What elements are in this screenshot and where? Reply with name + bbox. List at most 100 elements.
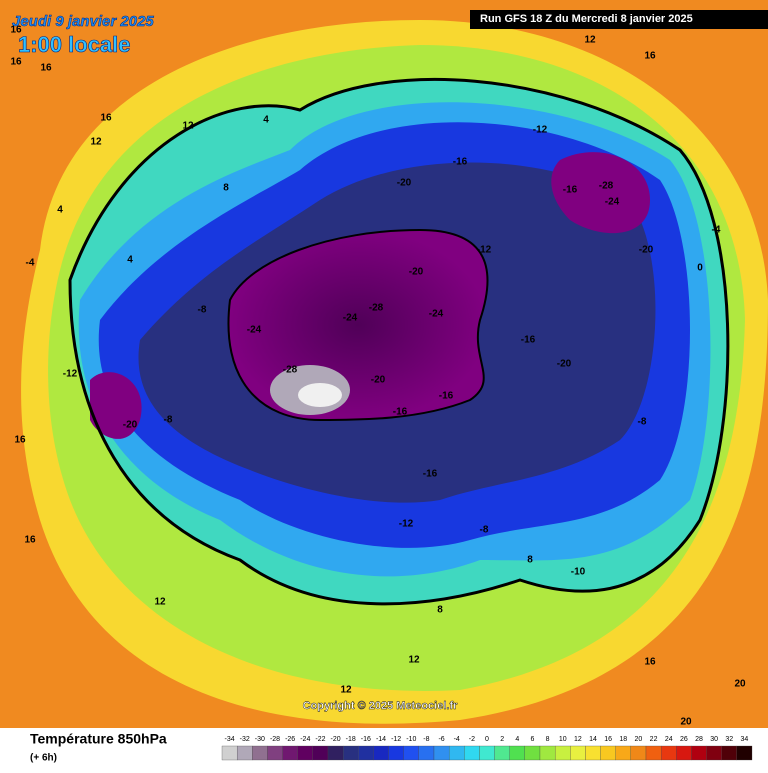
scale-label: 32 <box>725 736 733 743</box>
scale-swatch <box>448 745 465 761</box>
copyright: Copyright © 2025 Meteociel.fr <box>303 700 459 712</box>
scale-label: -10 <box>406 736 416 743</box>
contour-label: 20 <box>680 717 692 728</box>
scale-label: -26 <box>285 736 295 743</box>
contour-label: -24 <box>343 313 358 324</box>
scale-swatch <box>479 745 495 761</box>
contour-label: -16 <box>439 391 454 402</box>
contour-label: 12 <box>90 137 102 148</box>
contour-label: 4 <box>263 115 269 126</box>
scale-swatch <box>433 745 450 761</box>
contour-label: 8 <box>527 555 533 566</box>
scale-swatch <box>373 745 389 761</box>
scale-label: -28 <box>270 736 280 743</box>
scale-swatch <box>327 745 344 761</box>
forecast-date: Jeudi 9 janvier 2025 <box>12 13 154 30</box>
scale-label: -32 <box>240 736 250 743</box>
scale-swatch <box>630 745 647 761</box>
contour-label: 16 <box>14 435 26 446</box>
contour-label: -8 <box>638 417 647 428</box>
contour-label: -28 <box>599 181 614 192</box>
contour-label: -20 <box>409 267 424 278</box>
contour-label: 16 <box>644 657 656 668</box>
contour-label: -16 <box>563 185 578 196</box>
run-box <box>470 10 768 29</box>
contour-label: 16 <box>24 535 36 546</box>
contour-label: -20 <box>557 359 572 370</box>
scale-swatch <box>221 745 238 761</box>
scale-label: 4 <box>515 736 519 743</box>
contour-label: -24 <box>605 197 620 208</box>
scale-swatch <box>494 745 510 761</box>
contour-label: -16 <box>423 469 438 480</box>
contour-label: -20 <box>639 245 654 256</box>
contour-label: 8 <box>223 183 229 194</box>
scale-swatch <box>312 745 329 761</box>
scale-swatch <box>252 745 268 761</box>
contour-label: 12 <box>154 597 166 608</box>
contour-label: -12 <box>63 369 78 380</box>
scale-label: -22 <box>315 736 325 743</box>
scale-swatch <box>267 745 283 761</box>
contour-label: 12 <box>340 685 352 696</box>
scale-label: 8 <box>546 736 550 743</box>
contour-label: -28 <box>369 303 384 314</box>
scale-swatch <box>736 745 753 761</box>
scale-label: 22 <box>650 736 658 743</box>
scale-label: -2 <box>469 736 475 743</box>
scale-label: -8 <box>423 736 429 743</box>
scale-label: -34 <box>225 736 235 743</box>
scale-label: 14 <box>589 736 597 743</box>
scale-swatch <box>645 745 662 761</box>
contour-label: -20 <box>397 178 412 189</box>
contour-label: 16 <box>10 25 22 36</box>
scale-label: 6 <box>530 736 534 743</box>
contour-label: 4 <box>57 205 63 216</box>
contour-label: -28 <box>283 365 298 376</box>
scale-label: 30 <box>710 736 718 743</box>
contour-label: -8 <box>480 525 489 536</box>
contour-label: -16 <box>521 335 536 346</box>
contour-label: 16 <box>40 63 52 74</box>
scale-label: 20 <box>635 736 643 743</box>
scale-swatch <box>585 745 601 761</box>
scale-label: 2 <box>500 736 504 743</box>
scale-swatch <box>236 745 253 761</box>
contour-label: 4 <box>127 255 133 266</box>
scale-label: 16 <box>604 736 612 743</box>
scale-swatch <box>676 745 692 761</box>
contour-label: 16 <box>644 51 656 62</box>
scale-swatch <box>615 745 632 761</box>
contour-label: -8 <box>164 415 173 426</box>
legend-subtitle: (+ 6h) <box>30 753 57 764</box>
forecast-time: 1:00 locale <box>18 32 131 57</box>
scale-swatch <box>282 745 298 761</box>
scale-swatch <box>539 745 556 761</box>
scale-label: 26 <box>680 736 688 743</box>
scale-swatch <box>509 745 526 761</box>
contour-label: -4 <box>712 225 721 236</box>
scale-label: 28 <box>695 736 703 743</box>
scale-label: 18 <box>619 736 627 743</box>
scale-swatch <box>464 745 480 761</box>
scale-swatch <box>418 745 435 761</box>
scale-label: -4 <box>454 736 460 743</box>
contour-label: 16 <box>100 113 112 124</box>
legend-title: Température 850hPa <box>30 731 167 747</box>
scale-label: -30 <box>255 736 265 743</box>
run-text: Run GFS 18 Z du Mercredi 8 janvier 2025 <box>480 13 693 25</box>
scale-label: -14 <box>376 736 386 743</box>
scale-swatch <box>297 745 314 761</box>
scale-label: 24 <box>665 736 673 743</box>
scale-swatch <box>358 745 374 761</box>
contour-label: -12 <box>399 519 414 530</box>
scale-label: -16 <box>361 736 371 743</box>
contour-label: -24 <box>429 309 444 320</box>
contour-label: -8 <box>198 305 207 316</box>
scale-label: 34 <box>741 736 749 743</box>
contour-label: 20 <box>734 679 746 690</box>
scale-swatch <box>660 745 677 761</box>
scale-label: -18 <box>346 736 356 743</box>
scale-swatch <box>403 745 420 761</box>
